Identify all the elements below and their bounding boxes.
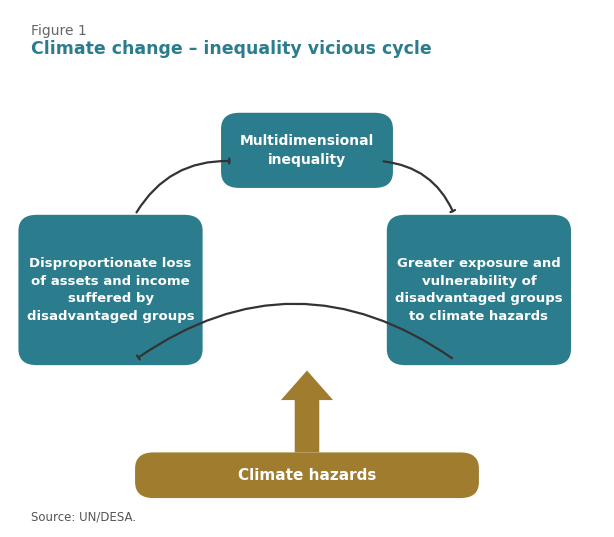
FancyBboxPatch shape (387, 215, 571, 365)
Text: Multidimensional
inequality: Multidimensional inequality (240, 134, 374, 167)
Text: Disproportionate loss
of assets and income
suffered by
disadvantaged groups: Disproportionate loss of assets and inco… (26, 257, 195, 323)
FancyBboxPatch shape (221, 113, 393, 188)
Polygon shape (281, 371, 333, 452)
Text: Greater exposure and
vulnerability of
disadvantaged groups
to climate hazards: Greater exposure and vulnerability of di… (395, 257, 563, 323)
FancyBboxPatch shape (18, 215, 203, 365)
Text: Figure 1: Figure 1 (31, 24, 87, 38)
FancyBboxPatch shape (135, 452, 479, 498)
Text: Source: UN/DESA.: Source: UN/DESA. (31, 511, 136, 524)
Text: Climate hazards: Climate hazards (238, 468, 376, 483)
Text: Climate change – inequality vicious cycle: Climate change – inequality vicious cycl… (31, 40, 432, 59)
